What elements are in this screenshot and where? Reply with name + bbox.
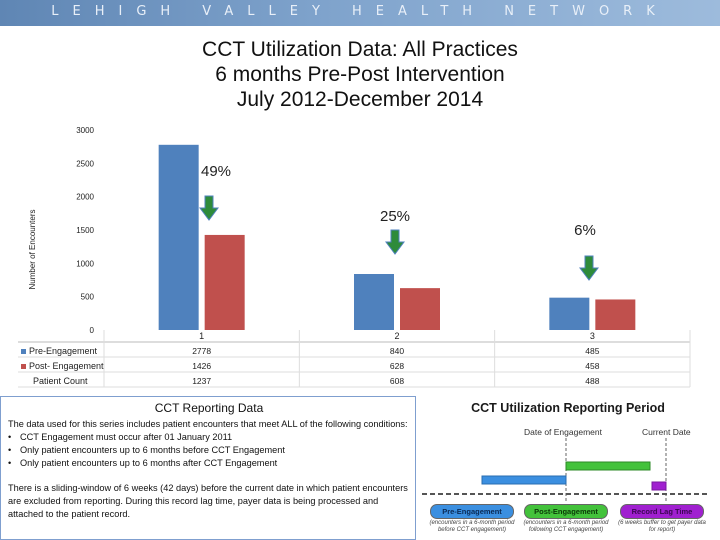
bar-post	[595, 299, 636, 330]
table-cell-pre: 2778	[192, 346, 211, 356]
y-tick-label: 0	[90, 326, 95, 335]
table-cell-patient: 488	[585, 376, 599, 386]
current-date-label: Current Date	[642, 427, 691, 437]
post-engagement-bar	[565, 461, 651, 471]
report-intro: The data used for this series includes p…	[8, 419, 408, 429]
y-tick-label: 500	[81, 293, 95, 302]
record-lag-bar	[651, 481, 667, 491]
banner-text: LEHIGH VALLEY HEALTH NETWORK	[51, 4, 669, 19]
reduction-label: 25%	[380, 208, 410, 225]
chart-title-line-3: July 2012-December 2014	[236, 88, 484, 111]
y-tick-label: 3000	[76, 126, 94, 135]
table-label-patient: Patient Count	[33, 376, 88, 386]
chart-title-line-2: 6 months Pre-Post Intervention	[215, 63, 505, 86]
table-label-post: Post- Engagement	[29, 361, 104, 371]
table-cell-pre: 485	[585, 346, 599, 356]
report-note: There is a sliding-window of 6 weeks (42…	[8, 483, 408, 519]
table-cell-post: 458	[585, 361, 599, 371]
table-label-pre: Pre-Engagement	[29, 346, 98, 356]
legend-key-post	[21, 364, 26, 369]
chart-canvas: 0 500 1000 1500 2000 2500 3000 1 2778 1426 1237 2 84…	[18, 126, 691, 388]
y-tick-label: 1500	[76, 226, 94, 235]
bar-pre	[158, 144, 199, 330]
report-title: CCT Reporting Data	[154, 401, 264, 415]
report-condition: CCT Engagement must occur after 01 Janua…	[8, 431, 412, 444]
y-tick-label: 1000	[76, 259, 94, 268]
table-cell-patient: 608	[390, 376, 404, 386]
y-tick-label: 2000	[76, 193, 94, 202]
reporting-data-panel: CCT Reporting Data The data used for thi…	[0, 396, 416, 540]
pre-engagement-pill: Pre-Engagement	[430, 504, 514, 519]
date-of-engagement-label: Date of Engagement	[524, 427, 602, 437]
report-conditions: CCT Engagement must occur after 01 Janua…	[8, 431, 412, 470]
category-label: 2	[394, 331, 399, 341]
bar-post	[204, 234, 245, 330]
bar-post	[400, 288, 440, 330]
down-arrow-icon	[385, 229, 405, 255]
table-cell-patient: 1237	[192, 376, 211, 386]
report-condition: Only patient encounters up to 6 months b…	[8, 444, 412, 457]
record-lag-desc: (6 weeks buffer to get payer data for re…	[618, 520, 706, 533]
period-title: CCT Utilization Reporting Period	[471, 401, 665, 415]
report-condition: Only patient encounters up to 6 months a…	[8, 457, 412, 470]
down-arrow-icon	[199, 195, 219, 221]
reporting-period-diagram: CCT Utilization Reporting Period Date of…	[420, 396, 716, 540]
timeline-graphic	[422, 438, 710, 502]
bar-pre	[354, 274, 394, 330]
y-axis-label: Number of Encounters	[28, 209, 37, 290]
header-banner: LEHIGH VALLEY HEALTH NETWORK	[0, 0, 720, 26]
chart-title-line-1: CCT Utilization Data: All Practices	[202, 38, 518, 61]
report-body: The data used for this series includes p…	[8, 418, 412, 521]
table-cell-pre: 840	[390, 346, 404, 356]
table-cell-post: 1426	[192, 361, 211, 371]
table-cell-post: 628	[390, 361, 404, 371]
category-label: 1	[199, 331, 204, 341]
reduction-label: 6%	[574, 222, 596, 239]
bar-pre	[549, 297, 590, 330]
down-arrow-icon	[579, 255, 599, 281]
category-label: 3	[590, 331, 595, 341]
record-lag-pill: Record Lag Time	[620, 504, 704, 519]
reduction-label: 49%	[201, 163, 231, 180]
pre-engagement-desc: (encounters in a 6-month period before C…	[429, 520, 515, 533]
post-engagement-pill: Post-Engagement	[524, 504, 608, 519]
legend-key-pre	[21, 349, 26, 354]
post-engagement-desc: (encounters in a 6-month period followin…	[523, 520, 609, 533]
y-tick-label: 2500	[76, 159, 94, 168]
pre-engagement-bar	[481, 475, 567, 485]
